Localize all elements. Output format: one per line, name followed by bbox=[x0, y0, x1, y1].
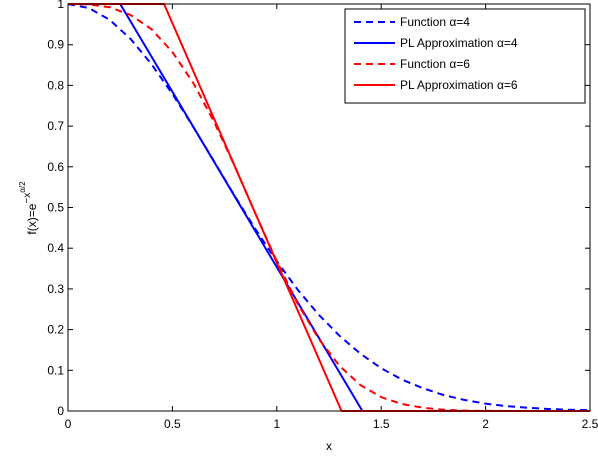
x-tick-label: 2 bbox=[482, 417, 489, 431]
series-line-1 bbox=[67, 3, 591, 412]
y-axis-label: f(x)=e−xα/2 bbox=[18, 181, 39, 235]
y-tick-label: 0 bbox=[57, 404, 64, 418]
y-tick-label: 0.2 bbox=[47, 323, 64, 337]
y-tick-label: 0.1 bbox=[47, 363, 64, 377]
y-axis-label-sup-exp: α/2 bbox=[18, 181, 27, 193]
legend: Function α=4 PL Approximation α=4 Function… bbox=[344, 8, 586, 104]
legend-label-3: Function α=6 bbox=[400, 57, 470, 71]
x-tick-label: 1.5 bbox=[373, 417, 390, 431]
legend-label-2: PL Approximation α=4 bbox=[400, 36, 518, 50]
ticks-layer: 0 0.5 1 1.5 2 2.5 0 0.1 0.2 0.3 0.4 0.5 0.6 0.7 0.8 0.9… bbox=[47, 0, 598, 431]
y-tick-label: 1 bbox=[57, 0, 64, 11]
x-tick-label: 0 bbox=[65, 417, 72, 431]
x-tick-label: 0.5 bbox=[164, 417, 181, 431]
y-tick-label: 0.3 bbox=[47, 282, 64, 296]
y-axis-label-sup-lead: −x bbox=[22, 193, 33, 204]
y-tick-label: 0.8 bbox=[47, 78, 64, 92]
y-tick-label: 0.5 bbox=[47, 201, 64, 215]
legend-label-1: Function α=4 bbox=[400, 15, 470, 29]
legend-box bbox=[344, 8, 586, 104]
legend-label-4: PL Approximation α=6 bbox=[400, 78, 518, 92]
y-tick-label: 0.6 bbox=[47, 160, 64, 174]
y-axis-label-base: f(x)=e bbox=[25, 203, 39, 234]
x-axis-label: x bbox=[326, 439, 332, 453]
y-tick-label: 0.9 bbox=[47, 38, 64, 52]
y-tick-label: 0.7 bbox=[47, 119, 64, 133]
y-tick-label: 0.4 bbox=[47, 241, 64, 255]
x-tick-label: 1 bbox=[273, 417, 280, 431]
x-tick-label: 2.5 bbox=[582, 417, 598, 431]
